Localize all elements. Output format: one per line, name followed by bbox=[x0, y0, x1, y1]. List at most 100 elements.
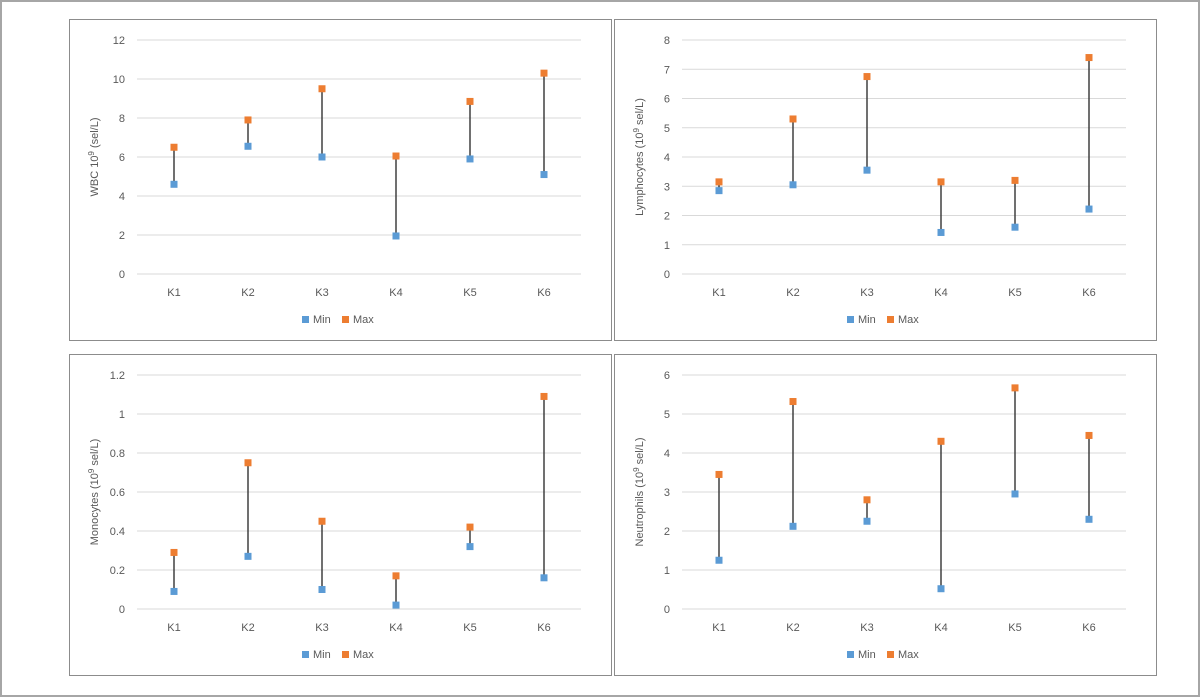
point-max bbox=[170, 143, 178, 151]
y-tick-label: 0 bbox=[119, 604, 125, 616]
point-min bbox=[540, 171, 548, 179]
y-tick-label: 2 bbox=[119, 230, 125, 242]
point-min bbox=[789, 181, 797, 189]
legend: Min Max bbox=[847, 314, 919, 326]
point-max bbox=[244, 116, 252, 124]
y-tick-label: 1.2 bbox=[110, 370, 125, 382]
legend-label-max: Max bbox=[898, 314, 919, 326]
x-tick-label: K2 bbox=[241, 622, 254, 634]
chart-monocytes: 0 0.2 0.4 0.6 0.8 1 1.2 K1 K2 K3 K4 K5 K6 Monocytes (… bbox=[69, 354, 612, 676]
legend-marker-max bbox=[342, 651, 349, 658]
chart-neutrophils: 0 1 2 3 4 5 6 K1 K2 K3 K4 K5 K6 Neutrophils (109 sel/… bbox=[614, 354, 1157, 676]
point-min bbox=[863, 166, 871, 174]
y-tick-label: 4 bbox=[664, 152, 670, 164]
point-max bbox=[1011, 176, 1019, 184]
y-tick-label: 3 bbox=[664, 487, 670, 499]
y-tick-label: 1 bbox=[664, 240, 670, 252]
y-tick-label: 5 bbox=[664, 123, 670, 135]
y-tick-label: 0 bbox=[664, 604, 670, 616]
legend: Min Max bbox=[847, 649, 919, 661]
point-max bbox=[318, 517, 326, 525]
legend: Min Max bbox=[302, 314, 374, 326]
y-tick-label: 4 bbox=[664, 448, 670, 460]
point-max bbox=[466, 97, 474, 105]
x-tick-label: K5 bbox=[463, 622, 476, 634]
point-max bbox=[863, 496, 871, 504]
x-tick-label: K1 bbox=[712, 622, 725, 634]
point-max bbox=[937, 437, 945, 445]
x-tick-label: K3 bbox=[860, 287, 873, 299]
point-min bbox=[244, 552, 252, 560]
legend-marker-min bbox=[302, 316, 309, 323]
point-min bbox=[318, 153, 326, 161]
point-max bbox=[540, 69, 548, 77]
point-max bbox=[715, 470, 723, 478]
chart-svg-neutrophils: 0 1 2 3 4 5 6 K1 K2 K3 K4 K5 K6 Neutrophils (109 sel/… bbox=[632, 370, 1126, 661]
x-tick-label: K4 bbox=[389, 287, 402, 299]
x-tick-label: K3 bbox=[860, 622, 873, 634]
point-min bbox=[937, 585, 945, 593]
legend-label-min: Min bbox=[313, 649, 331, 661]
point-min bbox=[392, 601, 400, 609]
x-tick-label: K5 bbox=[1008, 287, 1021, 299]
y-tick-label: 6 bbox=[119, 152, 125, 164]
point-min bbox=[170, 587, 178, 595]
x-tick-label: K2 bbox=[786, 287, 799, 299]
y-axis-title: Monocytes (109 sel/L) bbox=[87, 439, 102, 546]
point-min bbox=[1085, 515, 1093, 523]
point-min bbox=[1085, 205, 1093, 213]
y-tick-label: 0 bbox=[119, 269, 125, 281]
point-min bbox=[1011, 490, 1019, 498]
y-tick-label: 5 bbox=[664, 409, 670, 421]
point-max bbox=[715, 178, 723, 186]
y-tick-label: 8 bbox=[119, 113, 125, 125]
x-tick-label: K1 bbox=[167, 622, 180, 634]
point-min bbox=[466, 155, 474, 163]
x-tick-label: K6 bbox=[537, 287, 550, 299]
y-axis-title: Neutrophils (109 sel/L) bbox=[632, 437, 647, 546]
point-max bbox=[863, 73, 871, 81]
point-min bbox=[863, 517, 871, 525]
legend-label-max: Max bbox=[353, 314, 374, 326]
point-min bbox=[170, 180, 178, 188]
x-tick-label: K5 bbox=[1008, 622, 1021, 634]
point-max bbox=[392, 152, 400, 160]
point-max bbox=[392, 572, 400, 580]
point-min bbox=[466, 543, 474, 551]
y-axis-title: WBC 109 (sel/L) bbox=[87, 117, 102, 196]
x-tick-label: K3 bbox=[315, 287, 328, 299]
legend-marker-min bbox=[847, 316, 854, 323]
point-max bbox=[789, 398, 797, 406]
y-tick-label: 0.8 bbox=[110, 448, 125, 460]
point-min bbox=[244, 142, 252, 150]
point-min bbox=[1011, 223, 1019, 231]
point-min bbox=[318, 586, 326, 593]
x-tick-label: K5 bbox=[463, 287, 476, 299]
y-tick-label: 10 bbox=[113, 74, 125, 86]
legend-marker-max bbox=[342, 316, 349, 323]
y-tick-label: 1 bbox=[119, 409, 125, 421]
point-min bbox=[789, 522, 797, 530]
point-min bbox=[715, 556, 723, 564]
y-tick-label: 0.6 bbox=[110, 487, 125, 499]
point-max bbox=[1085, 431, 1093, 439]
point-min bbox=[540, 574, 548, 582]
y-tick-label: 2 bbox=[664, 526, 670, 538]
y-tick-label: 2 bbox=[664, 211, 670, 223]
legend-marker-max bbox=[887, 316, 894, 323]
x-tick-label: K4 bbox=[934, 287, 947, 299]
point-min bbox=[937, 228, 945, 236]
x-tick-label: K6 bbox=[1082, 287, 1095, 299]
y-tick-label: 7 bbox=[664, 64, 670, 76]
point-max bbox=[937, 178, 945, 186]
x-tick-label: K6 bbox=[1082, 622, 1095, 634]
x-tick-label: K1 bbox=[167, 287, 180, 299]
point-min bbox=[392, 232, 400, 240]
y-tick-label: 1 bbox=[664, 565, 670, 577]
x-tick-label: K1 bbox=[712, 287, 725, 299]
chart-lymphocytes: 0 1 2 3 4 5 6 7 8 K1 K2 K3 K4 K5 K6 Lymphocytes (109 se… bbox=[614, 19, 1157, 341]
y-tick-label: 8 bbox=[664, 35, 670, 47]
legend-marker-max bbox=[887, 651, 894, 658]
